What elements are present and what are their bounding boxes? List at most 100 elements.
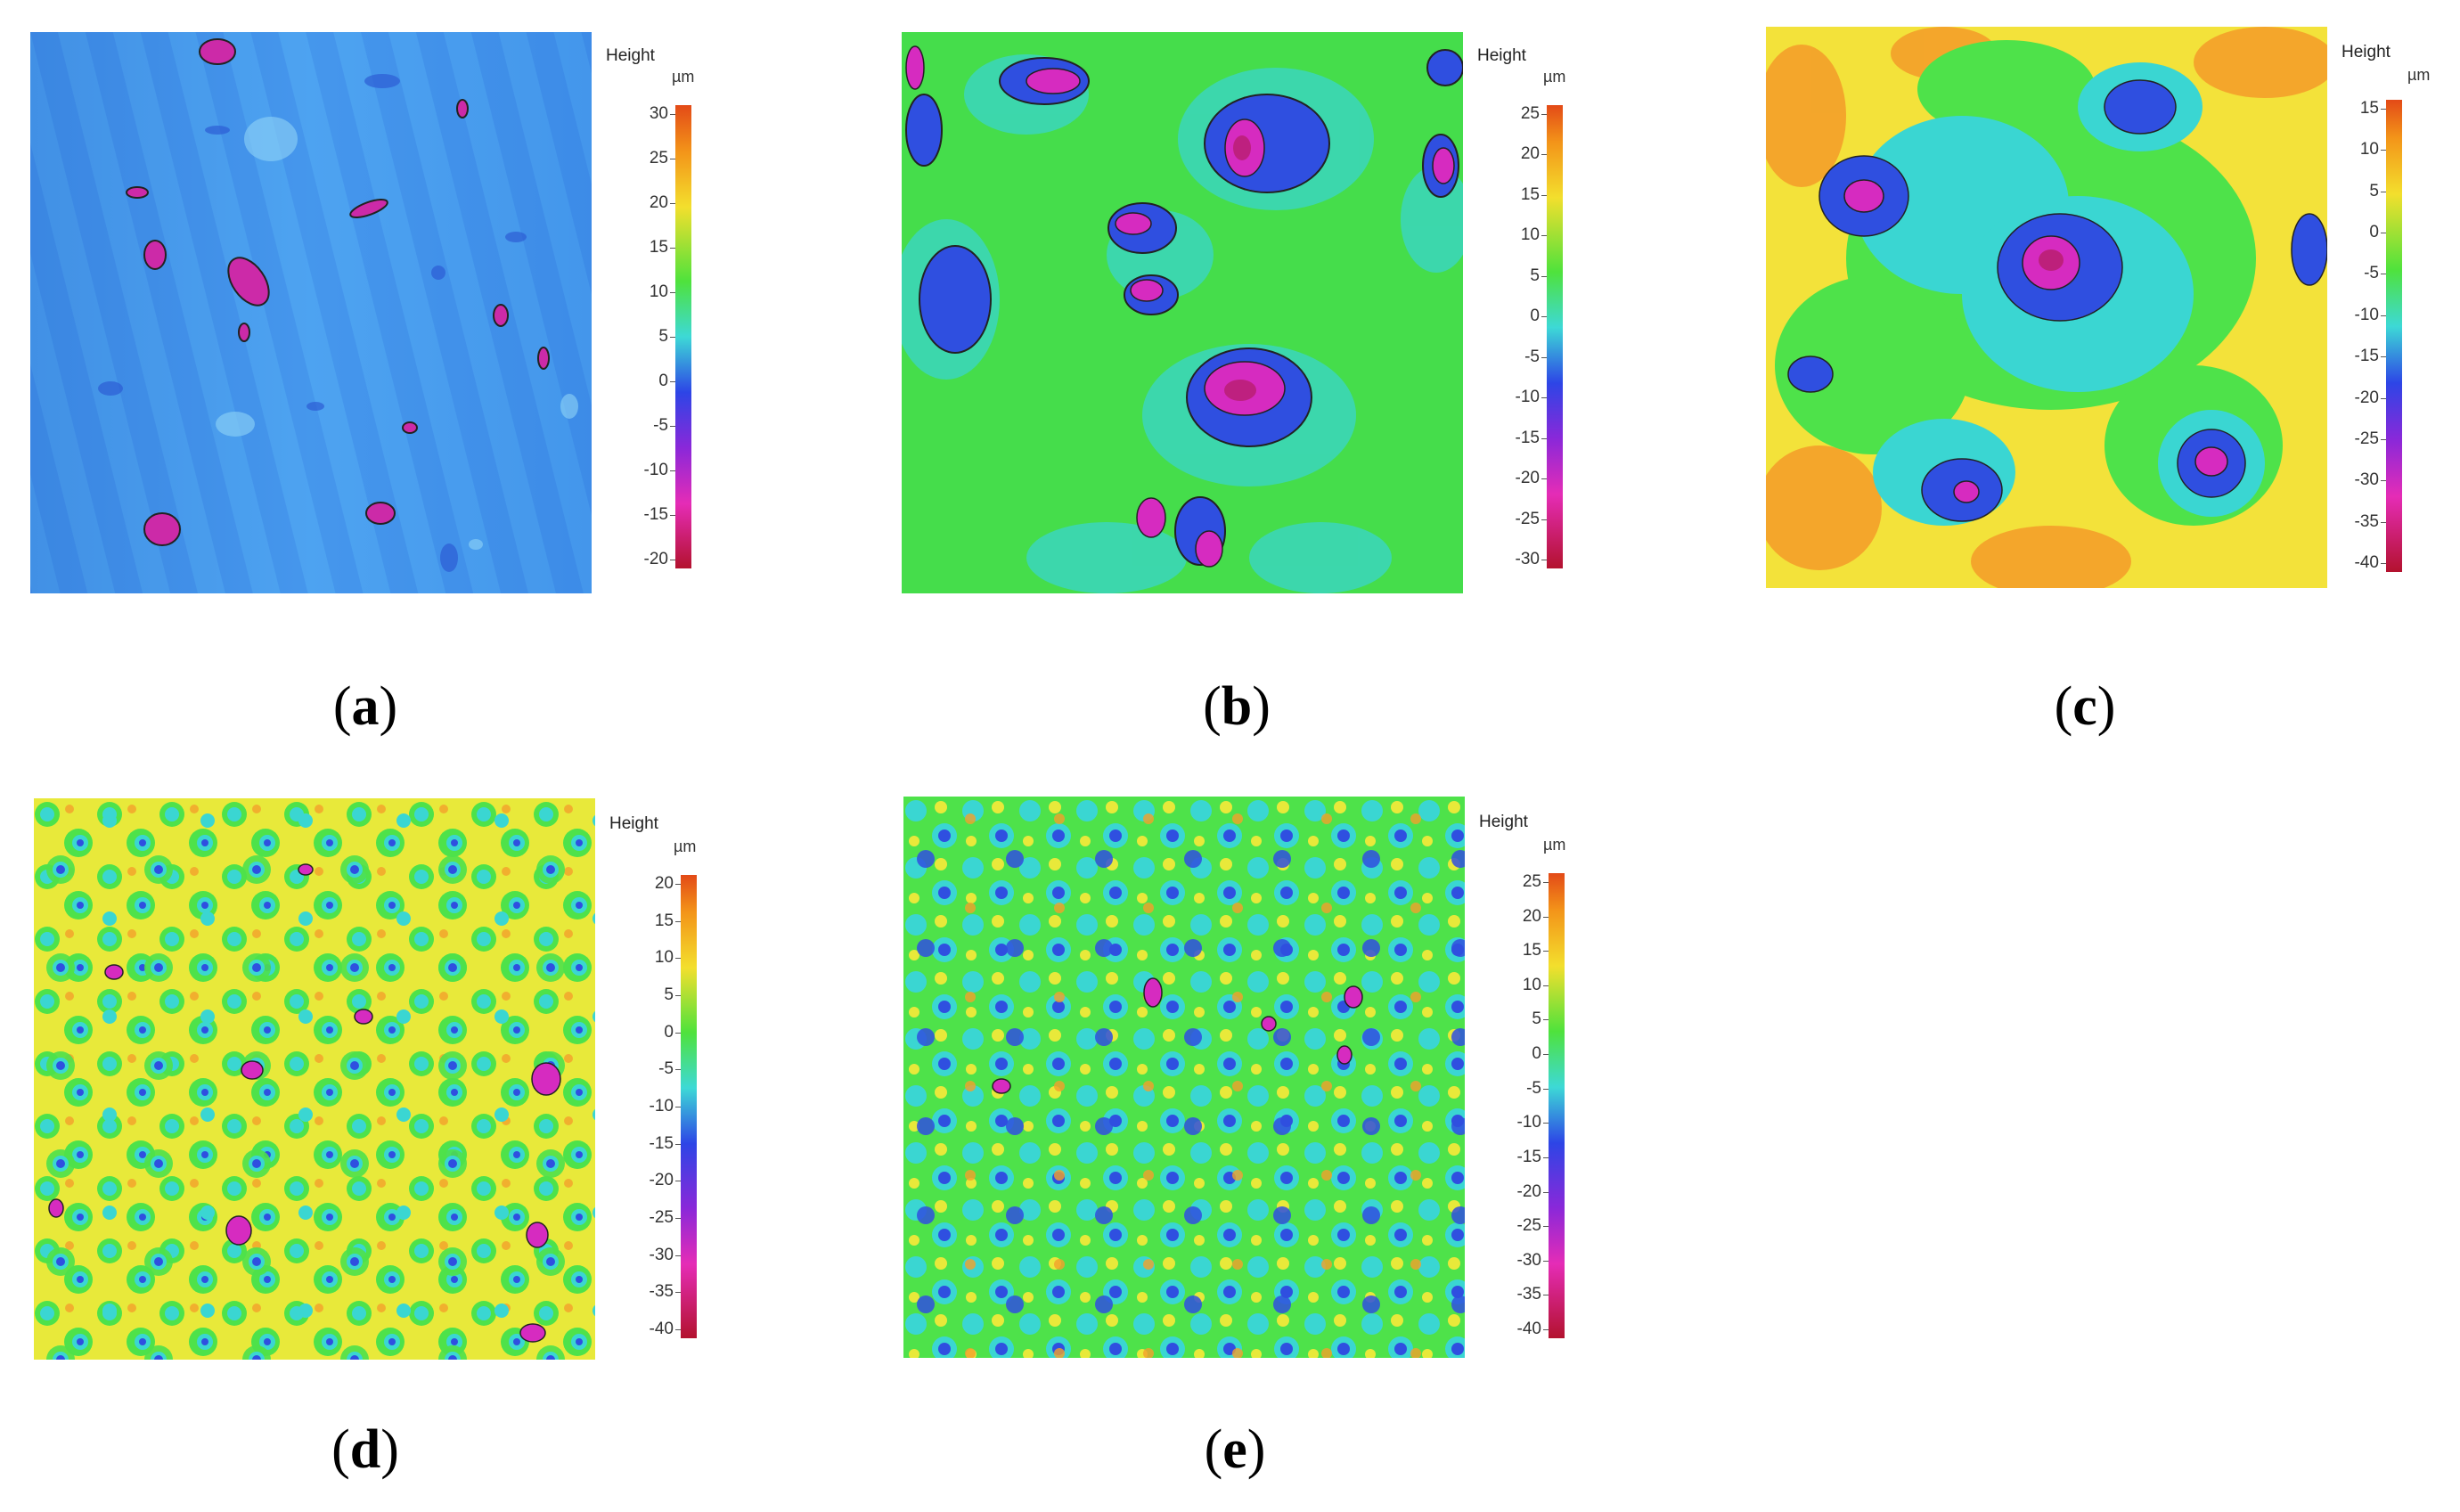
legend-title: Height (1479, 813, 1528, 831)
panel-e: Height µm 25 20 15 10 5 0 -5 -10 -15 -20 -25 -30 -35… (903, 797, 1581, 1367)
colorbar (675, 105, 691, 568)
colorbar-tick-label: -15 (649, 1133, 674, 1153)
colorbar-tick-label: -30 (1516, 1250, 1541, 1270)
colorbar (1549, 873, 1565, 1338)
panel-a: Height µm 30 25 20 15 10 5 0 -5 -10 -15 -20 (30, 32, 707, 602)
colorbar-tick-mark (2381, 150, 2386, 151)
colorbar-tick-label: -15 (2354, 347, 2379, 366)
colorbar-tick-label: 15 (1522, 941, 1541, 960)
caption-letter: d (349, 1419, 381, 1480)
colorbar-tick-mark (675, 884, 681, 885)
caption-open: ( (331, 1419, 350, 1480)
height-map-e (903, 797, 1465, 1358)
colorbar-tick-label: 10 (2359, 140, 2379, 159)
colorbar-tick-mark (670, 337, 675, 338)
colorbar-tick-label: -20 (2354, 388, 2379, 407)
colorbar-tick-label: 10 (1522, 975, 1541, 994)
colorbar-tick-mark (2381, 397, 2386, 399)
colorbar-tick-label: -40 (649, 1320, 674, 1338)
colorbar (2386, 100, 2402, 572)
colorbar-tick-label: 0 (1532, 1044, 1541, 1064)
colorbar-tick-label: -5 (2364, 264, 2379, 283)
colorbar-tick-mark (1543, 1123, 1549, 1124)
colorbar-tick-mark (1541, 397, 1547, 399)
colorbar-tick-mark (1541, 316, 1547, 318)
height-map-b (902, 32, 1463, 593)
colorbar-tick-mark (1541, 275, 1547, 277)
colorbar-tick-mark (1543, 1054, 1549, 1056)
caption-open: ( (1204, 1419, 1223, 1480)
colorbar-tick-label: -10 (649, 1097, 674, 1116)
colorbar-tick-label: -25 (2354, 429, 2379, 448)
legend-title: Height (606, 46, 655, 65)
colorbar-tick-mark (1543, 1260, 1549, 1262)
panel-c: Height µm 15 10 5 0 -5 -10 -15 -20 -25 -30 -35 -40 (1766, 27, 2443, 597)
colorbar-tick-label: -25 (1515, 509, 1540, 528)
colorbar-tick-label: -5 (1526, 1078, 1541, 1098)
caption-open: ( (2054, 676, 2073, 737)
caption-open: ( (1203, 676, 1222, 737)
colorbar-tick-mark (1541, 154, 1547, 156)
colorbar-tick-mark (675, 995, 681, 996)
colorbar-tick-mark (1543, 1088, 1549, 1090)
colorbar-tick-mark (2381, 521, 2386, 523)
colorbar-tick-mark (670, 470, 675, 471)
colorbar-tick-mark (1543, 1329, 1549, 1330)
colorbar-tick-mark (1543, 882, 1549, 883)
height-map-c (1766, 27, 2327, 588)
caption-letter: b (1221, 676, 1253, 737)
colorbar-tick-mark (1541, 519, 1547, 520)
colorbar-tick-mark (670, 292, 675, 293)
caption-close: ) (379, 676, 398, 737)
colorbar-tick-label: -35 (1516, 1285, 1541, 1304)
colorbar-tick-mark (1541, 478, 1547, 480)
colorbar-tick-label: 5 (1530, 266, 1540, 285)
colorbar-tick-mark (1541, 194, 1547, 196)
colorbar-tick-mark (1543, 1019, 1549, 1021)
colorbar-tick-label: -30 (649, 1245, 674, 1264)
colorbar-tick-mark (670, 381, 675, 382)
colorbar-tick-label: 5 (664, 985, 674, 1004)
colorbar-tick-mark (1543, 1156, 1549, 1158)
colorbar-tick-mark (675, 1292, 681, 1294)
colorbar-tick-label: 10 (654, 948, 674, 968)
colorbar-tick-mark (1543, 916, 1549, 918)
colorbar-tick-mark (675, 920, 681, 922)
colorbar-tick-mark (675, 1143, 681, 1145)
caption-e: (e) (1146, 1418, 1324, 1482)
colorbar-tick-mark (1543, 951, 1549, 952)
legend-unit: µm (674, 838, 697, 855)
colorbar-tick-label: 25 (649, 149, 668, 168)
legend-title: Height (1477, 46, 1526, 65)
colorbar-tick-mark (670, 203, 675, 204)
colorbar-tick-label: -35 (2354, 511, 2379, 531)
caption-close: ) (1246, 1419, 1266, 1480)
colorbar-tick-label: -15 (643, 505, 668, 524)
colorbar (681, 875, 697, 1338)
colorbar-tick-label: 10 (1520, 225, 1540, 245)
colorbar-tick-label: 5 (658, 327, 668, 346)
colorbar-tick-mark (1543, 985, 1549, 986)
caption-close: ) (1252, 676, 1271, 737)
colorbar-tick-label: -40 (1516, 1320, 1541, 1338)
colorbar-tick-label: 0 (1530, 306, 1540, 326)
colorbar-tick-mark (670, 248, 675, 249)
colorbar-tick-label: 0 (664, 1022, 674, 1042)
colorbar-tick-label: -5 (658, 1059, 674, 1079)
colorbar-tick-label: -40 (2354, 553, 2379, 572)
colorbar-tick-mark (675, 1329, 681, 1330)
colorbar (1547, 105, 1563, 568)
colorbar-tick-mark (670, 515, 675, 516)
caption-a: (a) (276, 675, 454, 739)
colorbar-tick-mark (675, 1255, 681, 1256)
colorbar-tick-label: 25 (1520, 104, 1540, 123)
legend-unit: µm (672, 68, 695, 86)
colorbar-tick-label: -15 (1515, 428, 1540, 447)
caption-close: ) (2096, 676, 2116, 737)
colorbar-tick-label: 15 (1520, 184, 1540, 204)
colorbar-tick-mark (2381, 315, 2386, 316)
colorbar-tick-label: 20 (654, 874, 674, 893)
colorbar-tick-label: 20 (1522, 906, 1541, 926)
panel-b: Height µm 25 20 15 10 5 0 -5 -10 -15 -20 -25 -30 (902, 32, 1579, 602)
